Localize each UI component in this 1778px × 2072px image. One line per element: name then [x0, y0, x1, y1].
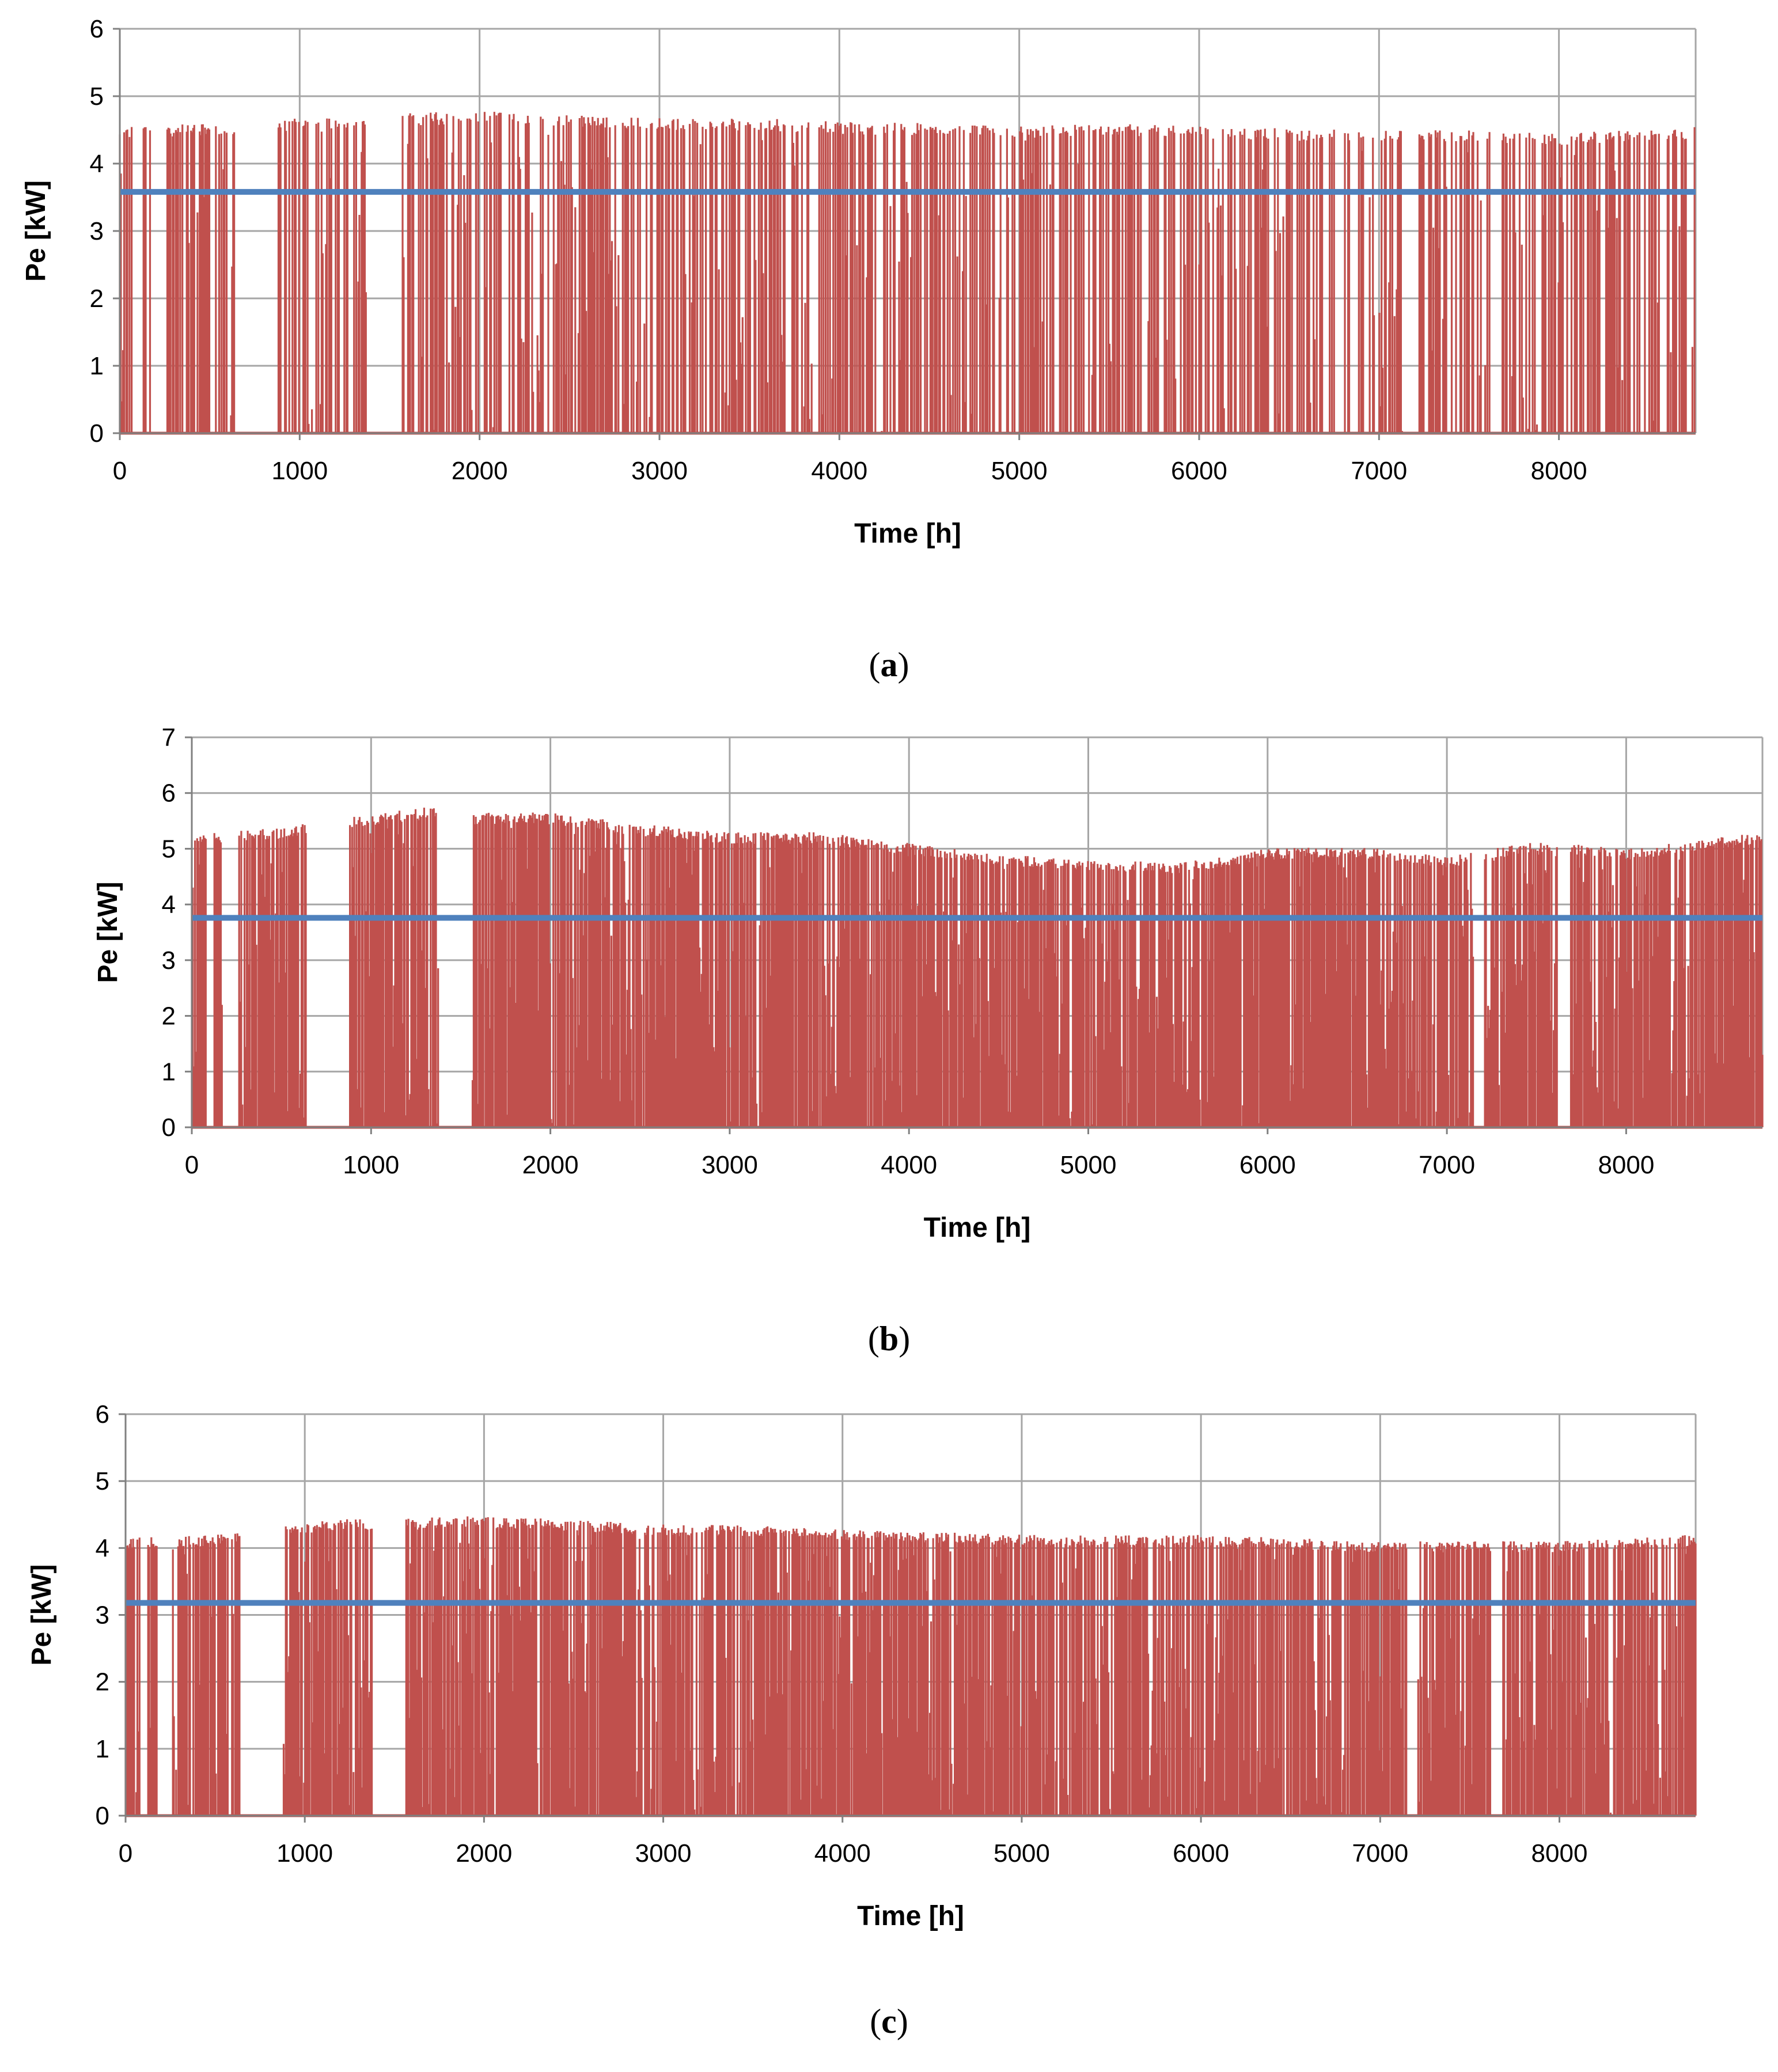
y-tick-label: 6 [162, 779, 176, 808]
x-tick-label: 6000 [1239, 1151, 1296, 1179]
y-tick-label: 3 [162, 946, 176, 975]
power-bars-c [124, 1516, 1697, 1816]
x-tick-label: 6000 [1171, 457, 1227, 485]
x-tick-label: 4000 [881, 1151, 937, 1179]
x-tick-label: 0 [113, 457, 127, 485]
y-tick-label: 0 [96, 1802, 109, 1830]
chart-panel-b: 0 1 2 3 4 5 6 7 0 1000 2000 3000 4000 5000 6000 7000 800… [0, 709, 1778, 1319]
x-tick-label: 3000 [702, 1151, 758, 1179]
chart-panel-c: 0 1 2 3 4 5 6 0 1000 2000 3000 4000 5000 6000 7000 8000… [0, 1382, 1778, 1993]
caption-a: (a) [869, 646, 909, 684]
y-tick-label: 2 [162, 1002, 176, 1031]
x-axis-title-a: Time [h] [854, 518, 961, 549]
power-bars-a [119, 112, 1696, 433]
caption-b-letter: b [879, 1320, 899, 1358]
x-tick-label: 1000 [343, 1151, 399, 1179]
y-tick-label: 4 [162, 891, 176, 919]
x-tick-label: 7000 [1419, 1151, 1475, 1179]
y-axis-title-a: Pe [kW] [21, 180, 51, 282]
x-tick-label: 0 [185, 1151, 199, 1179]
x-tick-label: 3000 [635, 1839, 692, 1868]
x-tick-label: 4000 [811, 457, 867, 485]
y-tick-label: 4 [90, 150, 104, 178]
x-tick-label: 2000 [452, 457, 508, 485]
x-tick-label: 2000 [456, 1839, 512, 1868]
x-tick-label: 4000 [814, 1839, 871, 1868]
x-tick-label: 3000 [631, 457, 688, 485]
y-tick-label: 0 [90, 419, 104, 448]
y-tick-label: 3 [90, 217, 104, 245]
caption-b: (b) [867, 1320, 911, 1358]
y-tick-label: 1 [96, 1735, 109, 1763]
x-tick-label: 1000 [276, 1839, 333, 1868]
y-tick-label: 6 [90, 15, 104, 43]
chart-panel-a: 0 1 2 3 4 5 6 0 1000 2000 3000 4000 5000 6000 7000 8000… [0, 0, 1778, 611]
y-tick-label: 1 [162, 1058, 176, 1086]
y-tick-label: 1 [90, 352, 104, 380]
y-tick-label: 3 [96, 1601, 109, 1630]
x-tick-label: 2000 [522, 1151, 579, 1179]
x-axis-title-b: Time [h] [924, 1213, 1031, 1243]
x-tick-label: 1000 [271, 457, 328, 485]
x-tick-label: 7000 [1351, 457, 1407, 485]
chart-b-svg: 0 1 2 3 4 5 6 7 0 1000 2000 3000 4000 5000 6000 7000 800… [93, 724, 1764, 1243]
x-tick-label: 7000 [1352, 1839, 1408, 1868]
x-tick-label: 0 [119, 1839, 132, 1868]
y-tick-label: 2 [96, 1668, 109, 1696]
caption-a-letter: a [880, 646, 898, 684]
y-tick-label: 0 [162, 1113, 176, 1142]
chart-a-svg: 0 1 2 3 4 5 6 0 1000 2000 3000 4000 5000 6000 7000 8000… [21, 15, 1697, 549]
y-tick-label: 7 [162, 724, 176, 752]
x-tick-label: 5000 [994, 1839, 1050, 1868]
y-tick-label: 2 [90, 285, 104, 313]
caption-c-letter: c [881, 2002, 897, 2040]
x-axis-title-c: Time [h] [857, 1901, 964, 1931]
x-tick-label: 8000 [1598, 1151, 1654, 1179]
chart-c-svg: 0 1 2 3 4 5 6 0 1000 2000 3000 4000 5000 6000 7000 8000… [26, 1400, 1697, 1931]
caption-c: (c) [870, 2002, 908, 2040]
x-tick-label: 8000 [1531, 1839, 1588, 1868]
x-tick-label: 5000 [1060, 1151, 1117, 1179]
y-tick-label: 5 [90, 82, 104, 111]
y-tick-label: 6 [96, 1400, 109, 1429]
y-tick-label: 5 [96, 1467, 109, 1495]
x-tick-label: 8000 [1531, 457, 1587, 485]
y-tick-label: 5 [162, 835, 176, 863]
x-tick-label: 6000 [1173, 1839, 1229, 1868]
power-bars-b [191, 808, 1764, 1127]
y-tick-label: 4 [96, 1534, 109, 1562]
y-axis-title-b: Pe [kW] [93, 881, 123, 983]
y-axis-title-c: Pe [kW] [26, 1564, 57, 1665]
x-tick-label: 5000 [991, 457, 1048, 485]
